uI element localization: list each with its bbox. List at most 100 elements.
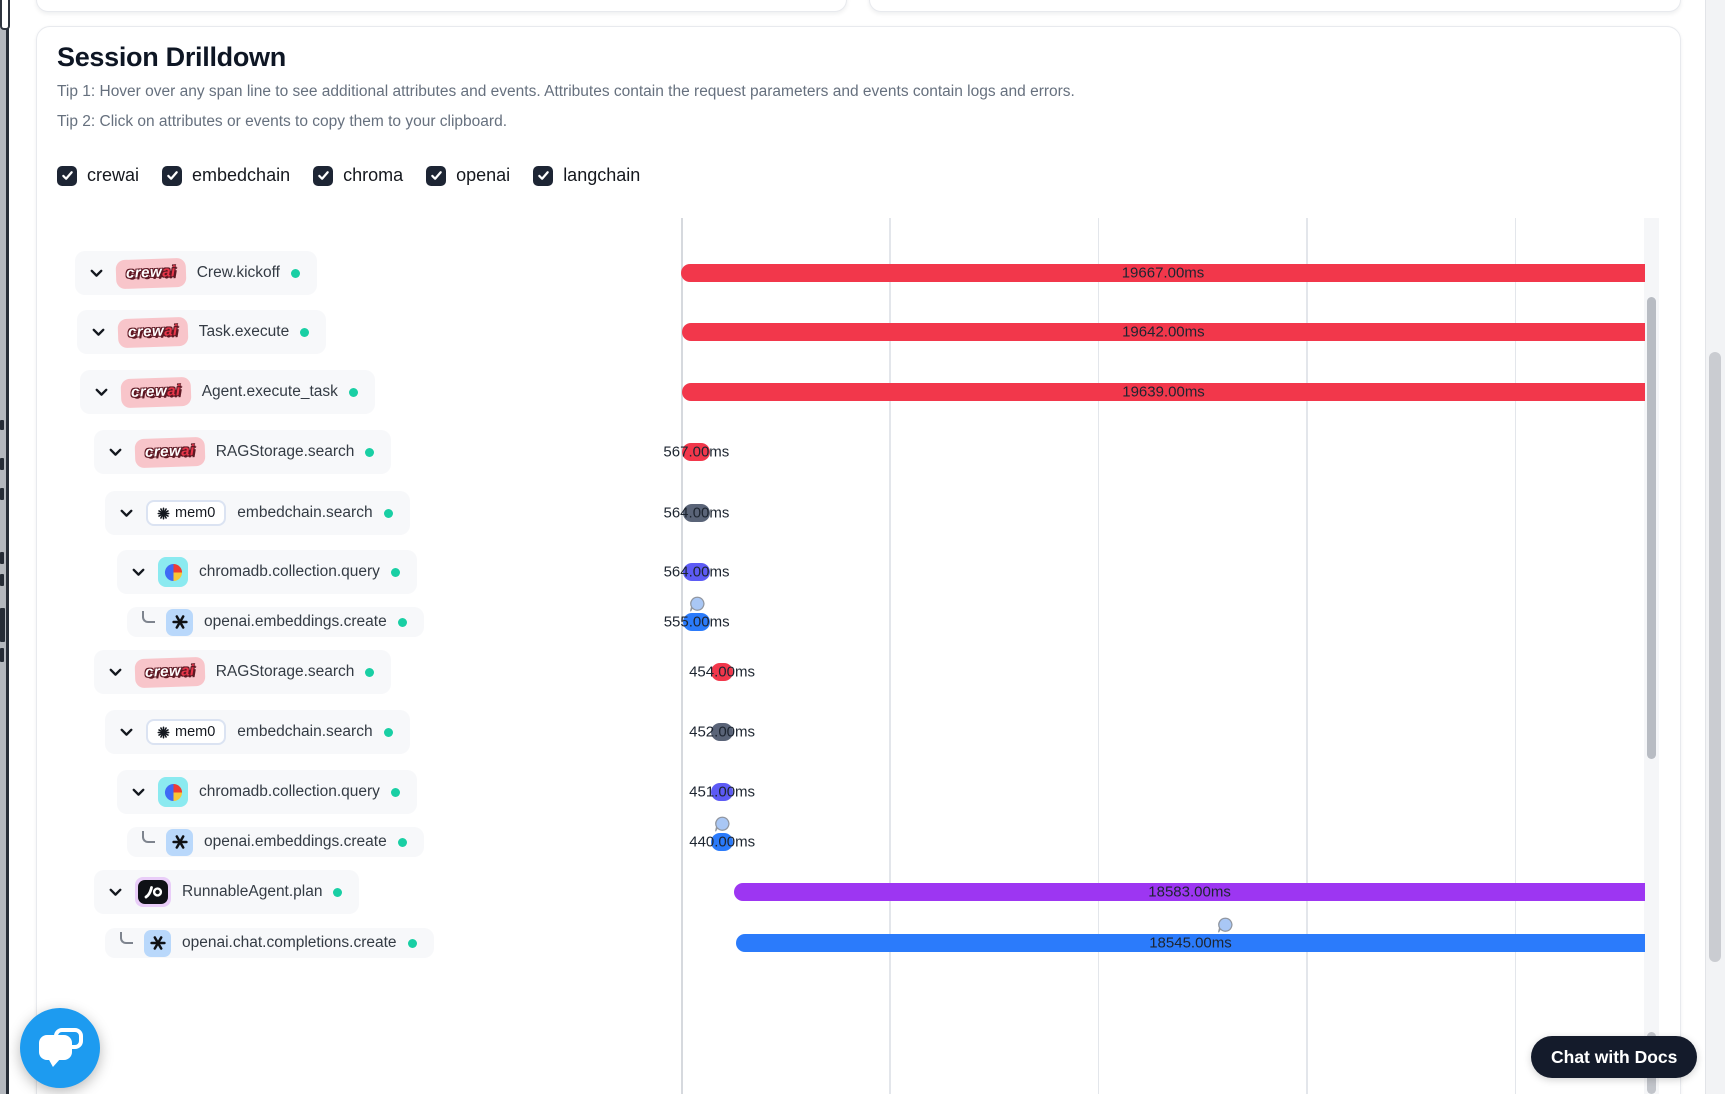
chevron-down-icon[interactable] xyxy=(88,265,105,282)
span-bar-openai.chat.completions.create[interactable] xyxy=(735,934,1645,952)
span-row-embedchain.search[interactable]: mem0 embedchain.search xyxy=(105,710,410,754)
tree-elbow-connector-icon xyxy=(142,831,155,843)
clipped-left-sidebar-edge xyxy=(6,0,9,1094)
page-scrollbar-thumb[interactable] xyxy=(1709,352,1721,962)
chart-scrollbar-thumb[interactable] xyxy=(1647,297,1656,759)
mem0-logo: mem0 xyxy=(146,719,227,745)
checkbox-checked-icon[interactable] xyxy=(57,165,77,186)
span-row-openai.chat.completions.create[interactable]: openai.chat.completions.create xyxy=(105,928,434,958)
status-dot xyxy=(291,268,300,278)
openai-logo xyxy=(166,828,193,856)
span-bar-Task.execute[interactable] xyxy=(681,323,1645,341)
event-bubble-icon[interactable] xyxy=(713,815,731,833)
chroma-logo xyxy=(158,777,188,807)
span-row-openai.embeddings.create[interactable]: openai.embeddings.create xyxy=(127,827,424,857)
status-dot xyxy=(390,787,400,797)
tip-2-text: Tip 2: Click on attributes or events to … xyxy=(57,113,507,130)
span-bar-Crew.kickoff[interactable] xyxy=(681,264,1645,282)
vendor-filter-group: crewai embedchain chroma openai langchain xyxy=(57,165,640,186)
status-dot xyxy=(397,617,407,627)
gridline xyxy=(1514,218,1517,1094)
span-row-Agent.execute_task[interactable]: crewai Agent.execute_task xyxy=(80,370,375,414)
openai-logo xyxy=(166,608,193,636)
chevron-down-icon[interactable] xyxy=(130,564,147,581)
gridline xyxy=(1306,218,1308,1094)
chevron-down-icon[interactable] xyxy=(93,384,110,401)
status-dot xyxy=(365,667,375,677)
event-bubble-icon[interactable] xyxy=(1216,916,1234,934)
filter-checkbox-chroma[interactable]: chroma xyxy=(313,165,403,186)
crewai-logo: crewai xyxy=(120,376,192,408)
tip-1-text: Tip 1: Hover over any span line to see a… xyxy=(57,83,1075,100)
chevron-down-icon[interactable] xyxy=(107,884,124,901)
chat-launcher-button[interactable] xyxy=(20,1008,100,1088)
crewai-logo: crewai xyxy=(115,257,187,289)
event-bubble-icon[interactable] xyxy=(688,595,706,613)
chevron-down-icon[interactable] xyxy=(118,505,135,522)
span-row-RunnableAgent.plan[interactable]: RunnableAgent.plan xyxy=(94,870,360,914)
filter-label: crewai xyxy=(87,165,140,185)
page-title: Session Drilldown xyxy=(57,42,286,72)
filter-checkbox-openai[interactable]: openai xyxy=(426,165,510,186)
clipped-top-card-left xyxy=(36,0,847,12)
span-bar-RunnableAgent.plan[interactable] xyxy=(734,883,1645,901)
span-name: RAGStorage.search xyxy=(215,443,355,460)
span-bar-chromadb.collection.query[interactable] xyxy=(711,783,734,801)
span-name: Crew.kickoff xyxy=(196,264,280,281)
status-dot xyxy=(348,387,358,397)
tree-elbow-connector-icon xyxy=(142,611,155,623)
checkbox-checked-icon[interactable] xyxy=(313,165,334,186)
filter-label: embedchain xyxy=(192,165,291,185)
clipped-left-sidebar xyxy=(0,0,6,1094)
chroma-logo xyxy=(158,557,188,587)
chevron-down-icon[interactable] xyxy=(118,724,135,741)
span-name: Task.execute xyxy=(198,323,290,340)
span-name: openai.chat.completions.create xyxy=(182,934,397,951)
filter-checkbox-embedchain[interactable]: embedchain xyxy=(162,165,290,186)
chevron-down-icon[interactable] xyxy=(90,324,107,341)
chevron-down-icon[interactable] xyxy=(107,664,124,681)
filter-checkbox-langchain[interactable]: langchain xyxy=(533,165,640,186)
span-row-Task.execute[interactable]: crewai Task.execute xyxy=(77,310,327,354)
span-bar-openai.embeddings.create[interactable] xyxy=(683,613,711,631)
span-row-Crew.kickoff[interactable]: crewai Crew.kickoff xyxy=(75,251,317,295)
span-name: Agent.execute_task xyxy=(201,383,338,400)
span-row-embedchain.search[interactable]: mem0 embedchain.search xyxy=(105,491,410,535)
filter-label: langchain xyxy=(563,165,641,185)
clipped-top-card-right xyxy=(869,0,1681,12)
span-row-chromadb.collection.query[interactable]: chromadb.collection.query xyxy=(117,770,417,814)
tree-elbow-connector-icon xyxy=(120,932,133,944)
span-bar-RAGStorage.search[interactable] xyxy=(710,663,734,681)
checkbox-checked-icon[interactable] xyxy=(162,165,183,186)
gridline xyxy=(1097,218,1100,1094)
span-bar-embedchain.search[interactable] xyxy=(682,504,711,522)
checkbox-checked-icon[interactable] xyxy=(426,165,447,186)
chevron-down-icon[interactable] xyxy=(130,784,147,801)
span-bar-chromadb.collection.query[interactable] xyxy=(682,563,711,581)
crewai-logo: crewai xyxy=(134,656,206,688)
chevron-down-icon[interactable] xyxy=(107,444,124,461)
chat-bubbles-icon xyxy=(39,1028,83,1068)
span-bar-RAGStorage.search[interactable] xyxy=(682,443,711,461)
span-name: openai.embeddings.create xyxy=(204,833,387,850)
span-name: openai.embeddings.create xyxy=(204,613,387,630)
chat-with-docs-button[interactable]: Chat with Docs xyxy=(1531,1036,1698,1078)
status-dot xyxy=(365,447,375,457)
status-dot xyxy=(333,887,343,897)
span-row-RAGStorage.search[interactable]: crewai RAGStorage.search xyxy=(94,430,392,474)
span-name: chromadb.collection.query xyxy=(199,783,380,800)
span-bar-openai.embeddings.create[interactable] xyxy=(711,833,733,851)
crewai-logo: crewai xyxy=(117,316,189,348)
span-row-chromadb.collection.query[interactable]: chromadb.collection.query xyxy=(117,550,417,594)
span-row-openai.embeddings.create[interactable]: openai.embeddings.create xyxy=(127,607,424,637)
status-dot xyxy=(383,508,393,518)
span-bar-embedchain.search[interactable] xyxy=(710,723,734,741)
span-row-RAGStorage.search[interactable]: crewai RAGStorage.search xyxy=(94,650,392,694)
filter-checkbox-crewai[interactable]: crewai xyxy=(57,165,139,186)
filter-label: openai xyxy=(456,165,511,185)
status-dot xyxy=(300,327,310,337)
span-bar-Agent.execute_task[interactable] xyxy=(682,383,1645,401)
checkbox-checked-icon[interactable] xyxy=(533,165,554,186)
span-name: embedchain.search xyxy=(237,723,373,740)
span-name: RunnableAgent.plan xyxy=(182,883,323,900)
